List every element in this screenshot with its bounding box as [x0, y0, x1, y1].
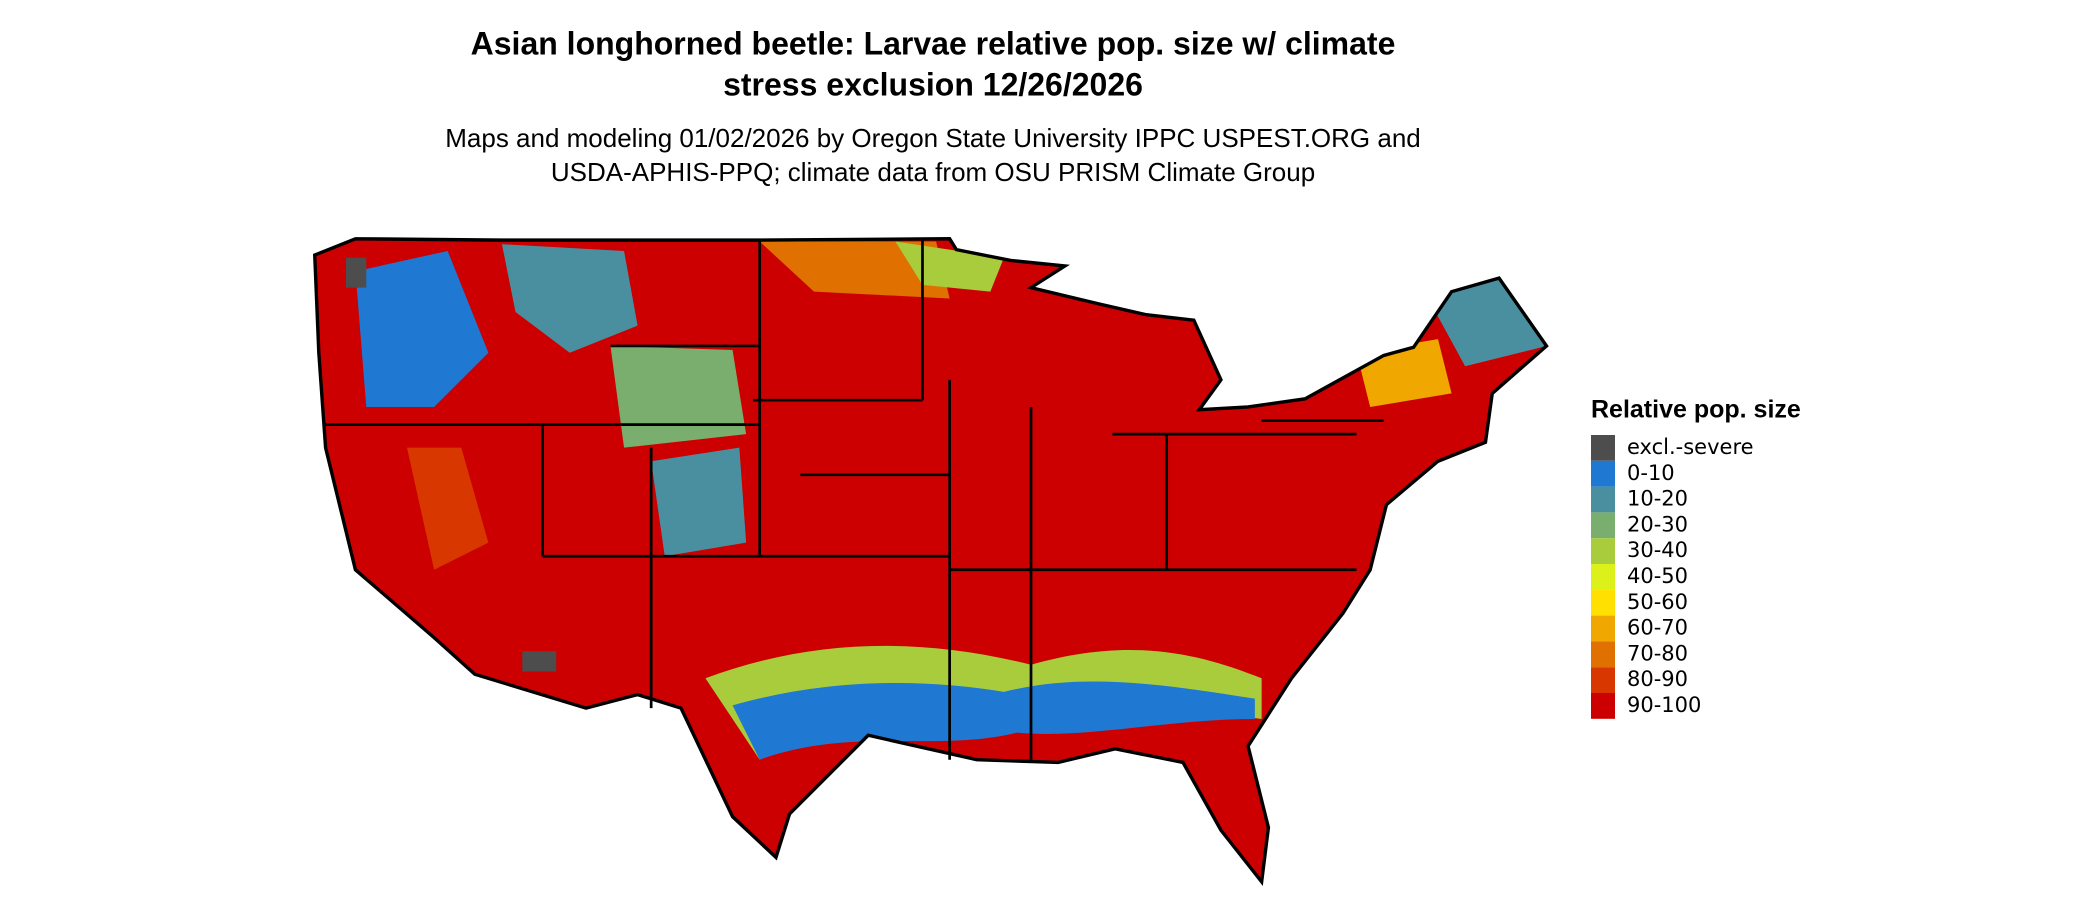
- legend-swatch: [1591, 667, 1615, 693]
- legend-label: excl.-severe: [1627, 435, 1754, 459]
- legend-swatch: [1591, 589, 1615, 616]
- subtitle: Maps and modeling 01/02/2026 by Oregon S…: [445, 123, 1421, 153]
- map: [313, 237, 1549, 884]
- title: stress exclusion 12/26/2026: [723, 66, 1143, 102]
- legend-swatch: [1591, 641, 1615, 668]
- legend-swatch: [1591, 460, 1615, 487]
- legend-label: 50-60: [1627, 590, 1688, 614]
- legend-swatch: [1591, 615, 1615, 642]
- legend-swatch: [1591, 564, 1615, 590]
- legend-label: 20-30: [1627, 512, 1688, 536]
- legend-swatch: [1591, 435, 1615, 461]
- legend-label: 30-40: [1627, 538, 1688, 562]
- legend-label: 70-80: [1627, 641, 1688, 665]
- legend-swatch: [1591, 538, 1615, 564]
- legend-label: 0-10: [1627, 461, 1675, 485]
- legend-label: 60-70: [1627, 616, 1688, 640]
- title: Asian longhorned beetle: Larvae relative…: [471, 25, 1396, 61]
- legend-label: 80-90: [1627, 667, 1688, 691]
- legend-swatch: [1591, 693, 1615, 719]
- legend-label: 90-100: [1627, 693, 1701, 717]
- subtitle: USDA-APHIS-PPQ; climate data from OSU PR…: [551, 157, 1315, 187]
- legend-label: 10-20: [1627, 487, 1688, 511]
- legend-swatch: [1591, 486, 1615, 513]
- legend-swatch: [1591, 512, 1615, 539]
- legend-title: Relative pop. size: [1591, 396, 1801, 424]
- legend-label: 40-50: [1627, 564, 1688, 588]
